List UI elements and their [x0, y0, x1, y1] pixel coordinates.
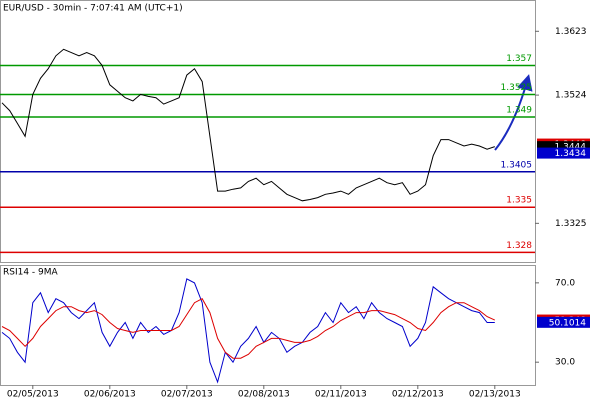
y-tick-label: 1.3524: [555, 91, 587, 101]
level-label: 1.357: [506, 54, 532, 64]
y-tick-label: 1.3623: [555, 27, 587, 37]
price-tag: [537, 141, 590, 153]
level-label: 1.349: [506, 106, 532, 116]
x-tick-label: 02/05/2013: [7, 390, 59, 400]
series-line: [1, 278, 495, 384]
price-frame: [0, 0, 536, 263]
x-tick-label: 02/13/2013: [469, 390, 521, 400]
price-tag-label: 1.3434: [555, 149, 587, 159]
price-tag: [537, 147, 590, 159]
series-line: [1, 298, 496, 359]
y-tick-label: 70.0: [555, 278, 575, 288]
level-label: 1.3525: [501, 83, 533, 93]
x-tick-label: 02/12/2013: [392, 390, 444, 400]
y-tick-label: 1.3325: [555, 219, 587, 229]
x-tick-label: 02/11/2013: [315, 390, 367, 400]
x-tick-label: 02/06/2013: [84, 390, 136, 400]
price-tag-label: 50.1014: [549, 318, 586, 328]
rsi-frame: [0, 265, 536, 386]
x-tick-label: 02/08/2013: [238, 390, 290, 400]
level-label: 1.3405: [501, 160, 533, 170]
level-label: 1.328: [506, 241, 532, 251]
y-tick-label: 30.0: [555, 358, 575, 368]
series-line: [1, 48, 495, 202]
x-tick-label: 02/07/2013: [161, 390, 213, 400]
rsi-title: RSI14 - 9MA: [3, 268, 59, 278]
level-label: 1.335: [506, 196, 532, 206]
price-tag: [537, 316, 590, 328]
chart-title: EUR/USD - 30min - 7:07:41 AM (UTC+1): [3, 4, 183, 14]
projection-arrow: [494, 74, 533, 151]
